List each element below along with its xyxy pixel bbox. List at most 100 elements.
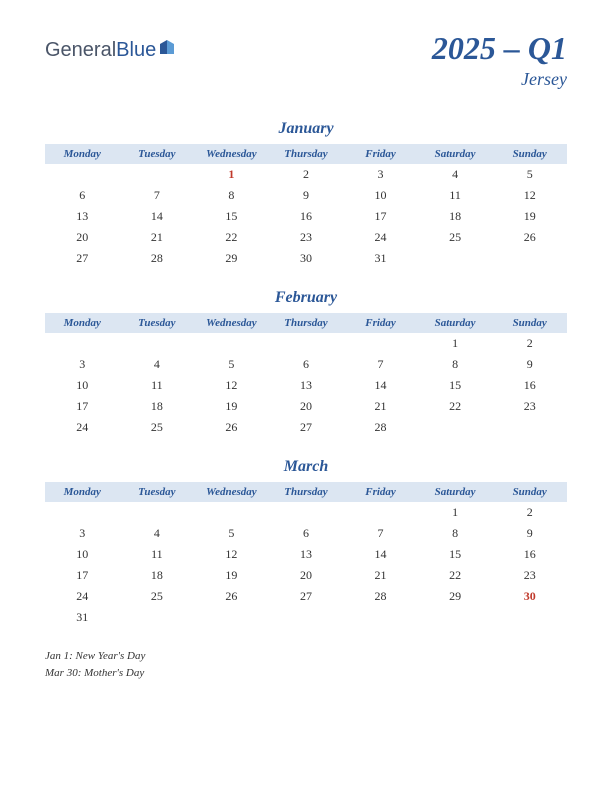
calendar-cell: 19	[194, 396, 269, 417]
calendar-cell: 1	[418, 333, 493, 354]
calendar-cell	[492, 607, 567, 628]
calendar-row: 10111213141516	[45, 375, 567, 396]
calendar-cell: 19	[492, 206, 567, 227]
day-header: Tuesday	[120, 482, 195, 502]
calendar-cell: 5	[194, 523, 269, 544]
calendar-cell	[120, 607, 195, 628]
day-header: Sunday	[492, 313, 567, 333]
calendar-cell: 3	[45, 354, 120, 375]
calendar-cell: 25	[120, 417, 195, 438]
calendar-cell: 29	[194, 248, 269, 269]
calendar-cell: 24	[45, 586, 120, 607]
day-header: Thursday	[269, 313, 344, 333]
calendar-row: 6789101112	[45, 185, 567, 206]
calendar-cell: 28	[120, 248, 195, 269]
calendar-cell: 23	[492, 396, 567, 417]
calendar-cell: 26	[194, 417, 269, 438]
calendar-cell: 8	[418, 523, 493, 544]
calendar-cell: 15	[194, 206, 269, 227]
calendar-cell: 2	[492, 502, 567, 523]
calendar-cell: 12	[492, 185, 567, 206]
calendar-cell: 17	[45, 396, 120, 417]
calendar-cell: 19	[194, 565, 269, 586]
calendar-cell	[343, 502, 418, 523]
calendar-cell: 12	[194, 544, 269, 565]
calendar-cell: 18	[120, 565, 195, 586]
calendar-row: 2728293031	[45, 248, 567, 269]
logo: GeneralBlue	[45, 38, 176, 62]
calendar-cell: 22	[418, 565, 493, 586]
day-header: Wednesday	[194, 144, 269, 164]
calendar-cell: 10	[45, 544, 120, 565]
calendar-cell	[418, 607, 493, 628]
calendar-row: 17181920212223	[45, 565, 567, 586]
calendar-cell	[45, 333, 120, 354]
calendar-cell: 10	[343, 185, 418, 206]
day-header: Thursday	[269, 482, 344, 502]
calendar-row: 13141516171819	[45, 206, 567, 227]
calendar-row: 31	[45, 607, 567, 628]
calendar-cell: 16	[492, 544, 567, 565]
calendar-cell: 23	[492, 565, 567, 586]
calendar-row: 12345	[45, 164, 567, 185]
calendar-cell: 24	[343, 227, 418, 248]
holiday-item: Mar 30: Mother's Day	[45, 665, 567, 682]
calendar-cell: 17	[45, 565, 120, 586]
logo-text-general: General	[45, 39, 116, 62]
calendar-container: January MondayTuesdayWednesdayThursdayFri…	[45, 120, 567, 628]
calendar-cell: 29	[418, 586, 493, 607]
calendar-cell: 18	[418, 206, 493, 227]
day-header: Sunday	[492, 482, 567, 502]
calendar-table: MondayTuesdayWednesdayThursdayFridaySatu…	[45, 313, 567, 438]
calendar-cell: 13	[269, 375, 344, 396]
calendar-cell: 13	[45, 206, 120, 227]
calendar-cell: 8	[418, 354, 493, 375]
calendar-cell	[269, 333, 344, 354]
holiday-item: Jan 1: New Year's Day	[45, 648, 567, 665]
calendar-cell: 1	[418, 502, 493, 523]
calendar-row: 12	[45, 333, 567, 354]
day-header: Tuesday	[120, 144, 195, 164]
calendar-cell: 4	[120, 523, 195, 544]
calendar-cell: 23	[269, 227, 344, 248]
calendar-cell: 21	[343, 565, 418, 586]
logo-text-blue: Blue	[116, 39, 156, 62]
calendar-cell: 28	[343, 417, 418, 438]
calendar-cell: 31	[45, 607, 120, 628]
calendar-cell: 2	[492, 333, 567, 354]
calendar-cell: 13	[269, 544, 344, 565]
day-header: Saturday	[418, 482, 493, 502]
calendar-cell: 8	[194, 185, 269, 206]
calendar-cell: 2	[269, 164, 344, 185]
calendar-cell: 26	[492, 227, 567, 248]
day-header: Friday	[343, 482, 418, 502]
month-block: MarchMondayTuesdayWednesdayThursdayFrida…	[45, 458, 567, 628]
calendar-cell: 30	[492, 586, 567, 607]
calendar-cell: 28	[343, 586, 418, 607]
calendar-cell: 9	[492, 523, 567, 544]
calendar-cell	[45, 164, 120, 185]
day-header: Tuesday	[120, 313, 195, 333]
calendar-cell	[45, 502, 120, 523]
calendar-table: MondayTuesdayWednesdayThursdayFridaySatu…	[45, 482, 567, 628]
calendar-cell: 3	[45, 523, 120, 544]
calendar-cell: 6	[45, 185, 120, 206]
calendar-cell: 27	[269, 586, 344, 607]
calendar-row: 3456789	[45, 354, 567, 375]
calendar-cell	[492, 417, 567, 438]
calendar-cell: 6	[269, 354, 344, 375]
calendar-cell: 4	[418, 164, 493, 185]
day-header: Thursday	[269, 144, 344, 164]
calendar-row: 24252627282930	[45, 586, 567, 607]
month-name: January	[45, 120, 567, 138]
calendar-cell: 9	[492, 354, 567, 375]
calendar-cell	[120, 164, 195, 185]
month-name: February	[45, 289, 567, 307]
calendar-table: MondayTuesdayWednesdayThursdayFridaySatu…	[45, 144, 567, 269]
calendar-row: 12	[45, 502, 567, 523]
calendar-cell: 6	[269, 523, 344, 544]
calendar-cell	[194, 333, 269, 354]
calendar-cell: 14	[343, 544, 418, 565]
calendar-cell: 10	[45, 375, 120, 396]
day-header: Friday	[343, 144, 418, 164]
